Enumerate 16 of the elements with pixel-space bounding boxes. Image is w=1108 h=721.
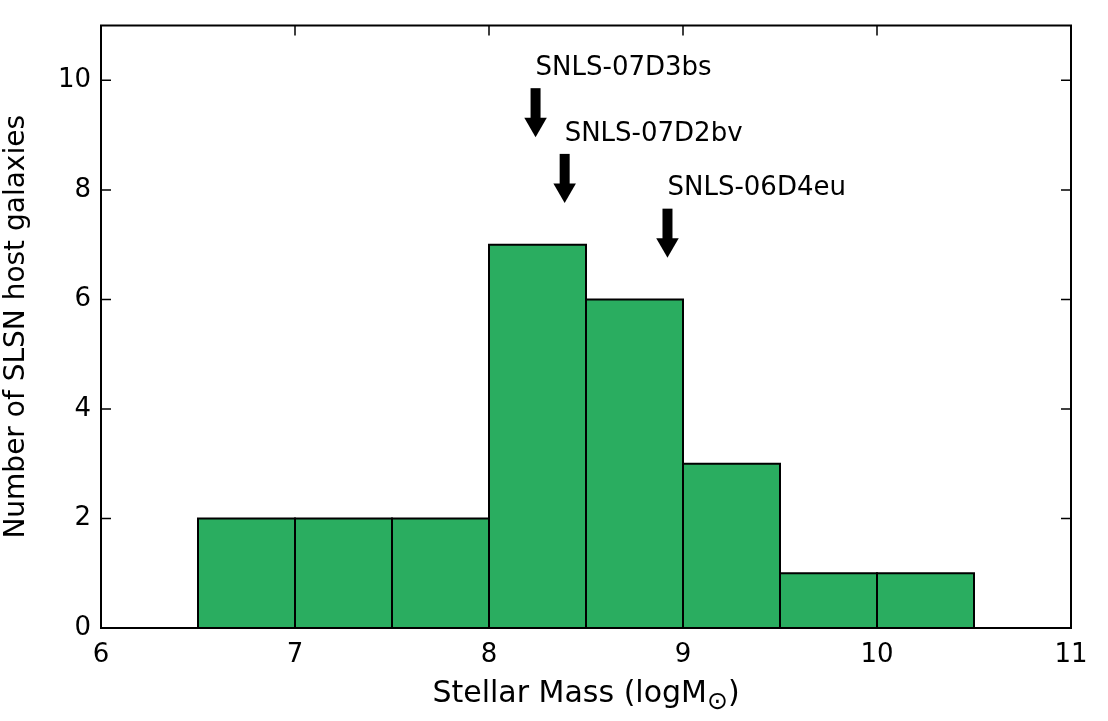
y-tick-label: 4 — [74, 391, 91, 422]
annotation: SNLS-07D3bs — [535, 50, 712, 81]
x-tick-label: 11 — [1054, 638, 1088, 669]
x-axis-title: Stellar Mass (logM$_{⊙}$) — [431, 674, 741, 715]
y-tick-label: 0 — [74, 610, 91, 641]
x-tick-label: 9 — [674, 638, 692, 669]
y-tick-label: 6 — [74, 282, 91, 313]
y-tick-label: 2 — [74, 501, 91, 532]
y-tick-label: 8 — [74, 172, 91, 203]
y-axis-title: Number of SLSN host galaxies — [0, 114, 32, 539]
x-tick-label: 8 — [480, 638, 498, 669]
x-tick-label: 10 — [860, 638, 894, 669]
x-tick-label: 7 — [286, 638, 304, 669]
annotation: SNLS-07D2bv — [564, 116, 743, 147]
y-tick-label: 10 — [57, 63, 91, 94]
annotation: SNLS-06D4eu — [667, 171, 846, 202]
